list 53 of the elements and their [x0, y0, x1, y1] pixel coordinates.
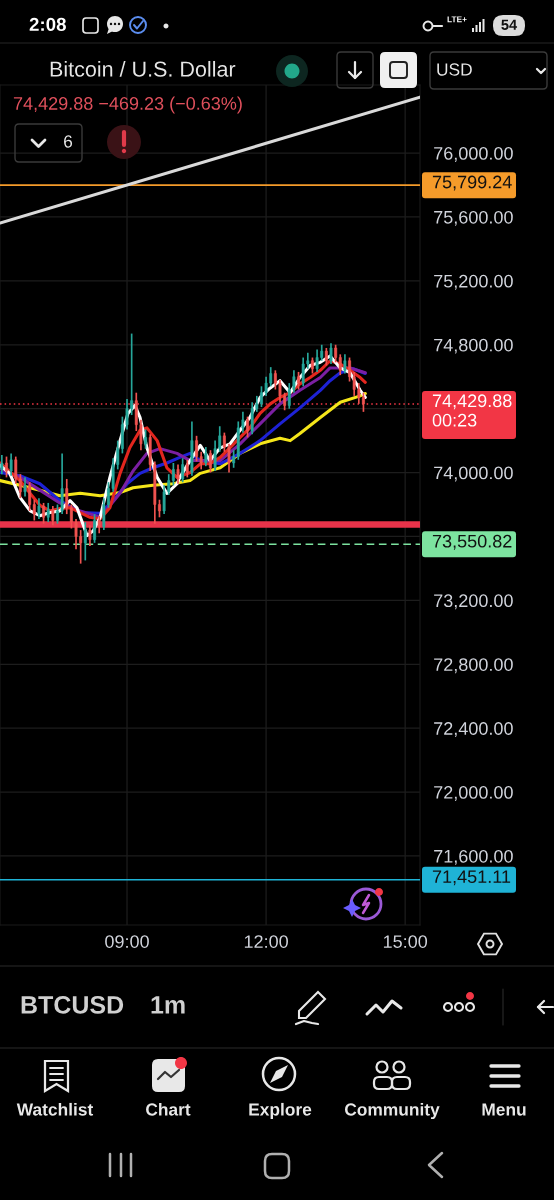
text: LTE+	[447, 16, 467, 23]
candlestick	[28, 481, 32, 512]
candlestick	[144, 428, 147, 450]
text: Chart	[146, 1102, 191, 1116]
text: USD	[437, 63, 472, 76]
text: 2:08	[29, 17, 66, 32]
candlestick	[311, 356, 314, 375]
candlestick	[88, 524, 92, 547]
y-tick-label: 75,200.00	[434, 274, 513, 290]
text: Explore	[249, 1102, 312, 1120]
y-tick-label: 73,200.00	[434, 594, 513, 610]
chart-title: Bitcoin / U.S. Dollar	[50, 60, 236, 77]
candlestick	[176, 463, 180, 485]
text: 1m	[151, 996, 185, 1014]
candlestick	[37, 497, 41, 520]
candlestick	[297, 371, 300, 391]
ref-line-label: 74,429.88 00:23	[432, 394, 512, 427]
candlestick	[0, 454, 4, 476]
y-tick-label: 74,000.00	[434, 466, 513, 482]
candlestick	[23, 476, 27, 498]
y-tick-label: 75,600.00	[434, 210, 513, 226]
x-tick-label: 12:00	[244, 935, 288, 948]
candlestick	[93, 513, 97, 544]
text: Menu	[482, 1103, 526, 1116]
candlestick	[343, 353, 347, 375]
candlestick	[181, 457, 185, 483]
candlestick	[246, 415, 249, 439]
y-tick-label: 71,600.00	[434, 849, 513, 865]
x-tick-label: 09:00	[105, 935, 149, 948]
text: BTCUSD	[21, 996, 124, 1014]
candlestick	[83, 521, 87, 562]
text: Watchlist	[16, 1102, 94, 1116]
y-tick-label: 72,400.00	[434, 722, 513, 738]
ref-line-label: 75,799.24	[432, 175, 512, 191]
candlestick	[46, 502, 50, 523]
y-tick-label: 72,800.00	[434, 658, 513, 674]
candlestick	[209, 449, 212, 474]
annotation: 6	[64, 135, 73, 148]
candlestick	[5, 455, 8, 479]
y-tick-label: 74,800.00	[434, 338, 513, 354]
text: 54	[501, 19, 518, 30]
text: Community	[344, 1102, 440, 1120]
candlestick	[204, 446, 208, 468]
candlestick	[42, 502, 46, 525]
candlestick	[51, 505, 55, 527]
y-tick-label: 76,000.00	[434, 146, 513, 162]
ref-line-label: 73,550.82	[432, 534, 512, 550]
candlestick	[9, 452, 13, 477]
y-tick-label: 72,000.00	[434, 786, 513, 801]
text: 74,429.88 −469.23 (−0.63%)	[13, 96, 242, 114]
x-tick-label: 15:00	[383, 935, 428, 948]
ref-line-label: 71,451.11	[432, 870, 511, 886]
candlestick	[329, 342, 333, 365]
